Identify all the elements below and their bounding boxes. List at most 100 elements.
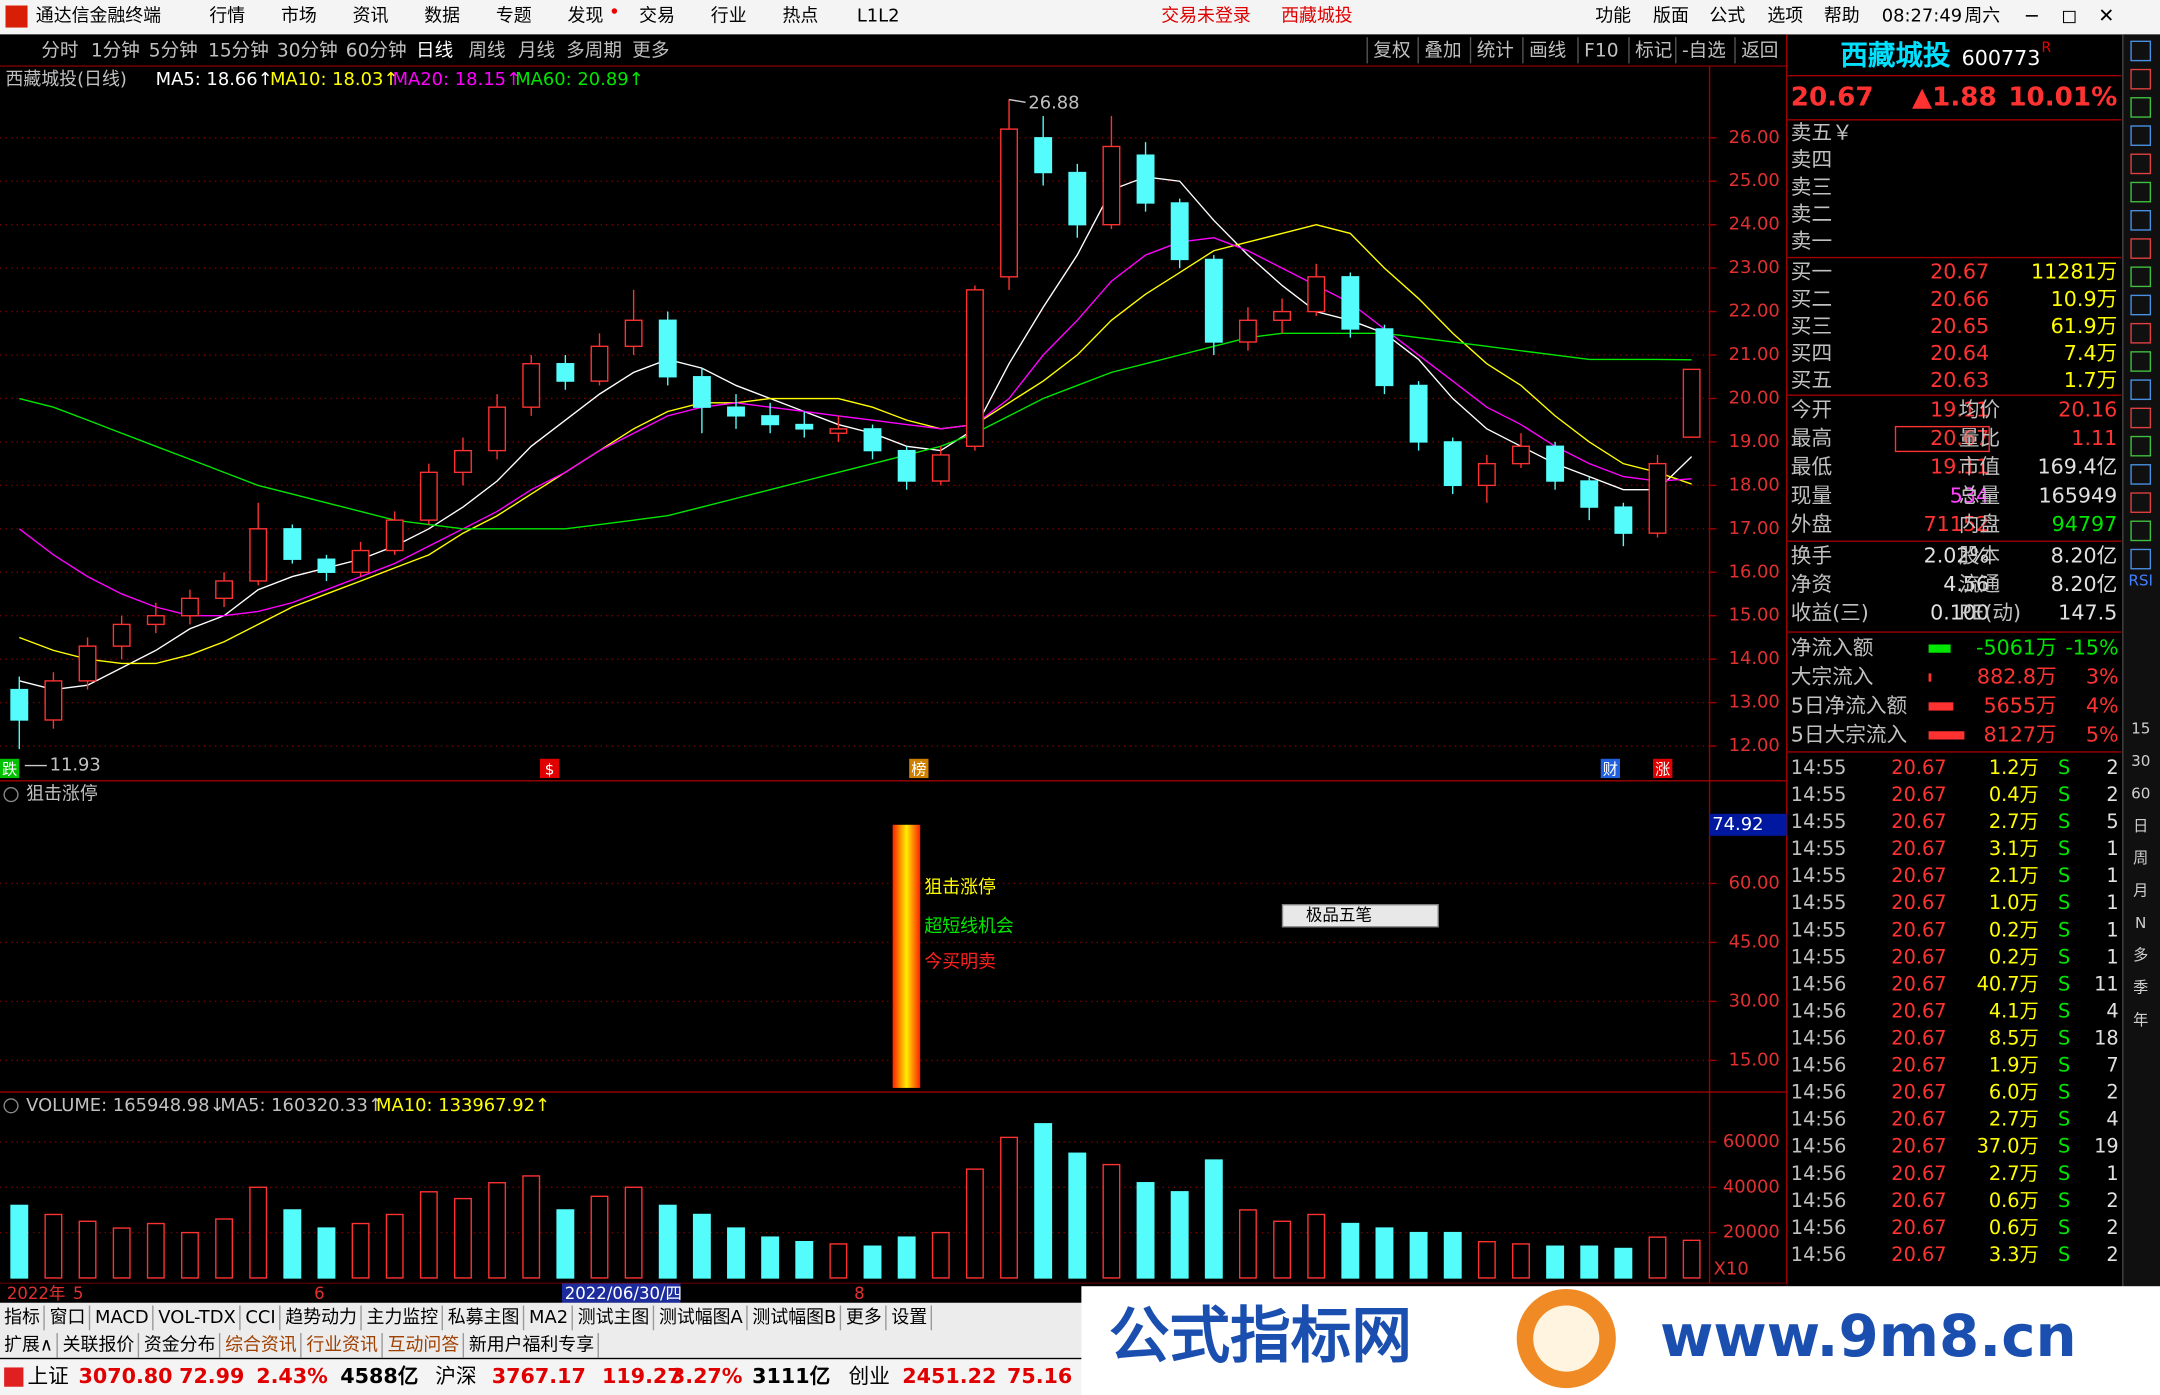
flow-label: 5日净流入额 [1791, 693, 1908, 717]
stock-flag: R [2042, 40, 2052, 56]
tool-button[interactable]: 复权 [1373, 40, 1410, 61]
menu-item[interactable]: 数据 [424, 6, 460, 27]
sidebar-item[interactable]: 日 [2133, 817, 2148, 835]
candle-body [1238, 319, 1257, 343]
y-tick-label: 30.00 [1729, 990, 1780, 1011]
y-tick-label: 19.00 [1729, 431, 1780, 452]
sidebar-icon [2130, 322, 2152, 344]
window-control[interactable]: ✕ [2098, 4, 2114, 27]
indicator-tab[interactable]: 私募主图 [448, 1307, 520, 1328]
sidebar-item[interactable]: 15 [2131, 720, 2150, 738]
tool-button[interactable]: F10 [1584, 40, 1618, 61]
period-tab[interactable]: 5分钟 [149, 40, 198, 61]
period-tab[interactable]: 多周期 [566, 40, 622, 61]
menu-item[interactable]: 资讯 [353, 6, 389, 27]
indicator-tab[interactable]: 趋势动力 [285, 1307, 357, 1328]
sidebar-icon [2130, 40, 2152, 62]
x-label: 2022年 [7, 1284, 66, 1303]
tool-button[interactable]: 画线 [1529, 40, 1566, 61]
sidebar-item[interactable]: 月 [2133, 881, 2148, 899]
period-tab[interactable]: 60分钟 [346, 40, 407, 61]
period-tab[interactable]: 周线 [468, 40, 505, 61]
price-pct: 10.01% [2008, 82, 2117, 112]
menu-item[interactable]: L1L2 [857, 6, 900, 27]
info-tab[interactable]: 新用户福利专享 [469, 1334, 594, 1355]
menu-item[interactable]: 行情 [209, 6, 245, 27]
indicator-tab[interactable]: MACD [95, 1307, 149, 1328]
sidebar-item[interactable]: N [2135, 914, 2146, 932]
period-tab[interactable]: 更多 [632, 40, 669, 61]
legend-entry: MA60: 20.89↑ [515, 69, 643, 90]
period-tab[interactable]: 15分钟 [208, 40, 269, 61]
period-tab[interactable]: 1分钟 [91, 40, 140, 61]
menu-item[interactable]: 市场 [281, 6, 317, 27]
event-marker: 跌 [2, 760, 17, 778]
tool-sep [1469, 37, 1472, 64]
info-tab[interactable]: 关联报价 [63, 1334, 135, 1355]
window-control[interactable]: − [2024, 4, 2040, 27]
y-tick-label: 20000 [1723, 1222, 1780, 1243]
menu-item[interactable]: 版面 [1653, 6, 1689, 27]
trade-time: 14:55 [1791, 783, 1847, 806]
indicator-tab[interactable]: 设置 [891, 1307, 927, 1328]
indicator-tab[interactable]: 测试主图 [578, 1307, 650, 1328]
sidebar-item[interactable]: 年 [2133, 1011, 2148, 1029]
x-label: 8 [854, 1284, 865, 1303]
candle-body [1375, 328, 1394, 387]
indicator-tab[interactable]: 更多 [846, 1307, 882, 1328]
indicator-tab[interactable]: 指标 [4, 1307, 40, 1328]
indicator-tab[interactable]: MA2 [529, 1307, 568, 1328]
candle-body [78, 645, 97, 682]
sidebar-item[interactable]: 季 [2133, 979, 2148, 997]
menu-item[interactable]: 帮助 [1824, 6, 1860, 27]
tool-button[interactable]: 叠加 [1424, 40, 1461, 61]
window-control[interactable]: ◻ [2061, 4, 2077, 27]
sidebar-item[interactable]: RSI [2128, 572, 2153, 590]
ask-level: 卖一 [1791, 229, 1832, 253]
sidebar-icon [2130, 407, 2152, 429]
indicator-tab[interactable]: VOL-TDX [158, 1307, 235, 1328]
tool-button[interactable]: 统计 [1477, 40, 1514, 61]
sidebar-item[interactable]: 30 [2131, 752, 2150, 770]
tool-button[interactable]: 标记 [1635, 40, 1672, 61]
stat-value: 20.16 [2058, 397, 2117, 421]
sidebar-item[interactable]: 周 [2133, 849, 2148, 867]
volume-bar [10, 1204, 29, 1279]
info-tab[interactable]: 资金分布 [144, 1334, 216, 1355]
indicator-tab[interactable]: 主力监控 [367, 1307, 439, 1328]
sidebar-item[interactable]: 多 [2133, 946, 2148, 964]
tool-button[interactable]: -自选 [1682, 40, 1726, 61]
menu-item[interactable]: 行业 [711, 6, 747, 27]
indicator-tab[interactable]: 测试幅图B [752, 1307, 836, 1328]
menu-item[interactable]: 选项 [1767, 6, 1803, 27]
menu-item[interactable]: 交易 [639, 6, 675, 27]
menu-item[interactable]: 专题 [496, 6, 532, 27]
info-tab[interactable]: 互动问答 [388, 1334, 460, 1355]
sidebar-item[interactable]: 60 [2131, 784, 2150, 802]
trade-side: S [2058, 945, 2070, 968]
menu-bar [0, 0, 2160, 35]
trade-price: 20.67 [1891, 1162, 1946, 1185]
trade-count: 1 [2106, 837, 2118, 860]
period-tab[interactable]: 日线 [416, 40, 453, 61]
menu-item[interactable]: 发现 [568, 6, 604, 27]
trade-count: 1 [2106, 918, 2118, 941]
watermark-title: 公式指标网 [1109, 1302, 1412, 1372]
info-tab[interactable]: 综合资讯 [225, 1334, 297, 1355]
x-label: 2022/06/30/四 [565, 1284, 682, 1303]
indicator-tab[interactable]: 测试幅图A [659, 1307, 744, 1328]
menu-item[interactable]: 功能 [1595, 6, 1631, 27]
menu-item[interactable]: 热点 [782, 6, 818, 27]
trade-side: S [2058, 891, 2070, 914]
volume-bar [112, 1227, 131, 1279]
period-tab[interactable]: 月线 [518, 40, 555, 61]
period-tab[interactable]: 分时 [41, 40, 78, 61]
candle-body [1307, 276, 1326, 313]
info-tab[interactable]: 行业资讯 [306, 1334, 378, 1355]
tool-button[interactable]: 返回 [1741, 40, 1778, 61]
menu-item[interactable]: 公式 [1710, 6, 1746, 27]
indicator-tab[interactable]: 窗口 [50, 1307, 86, 1328]
indicator-tab[interactable]: CCI [245, 1307, 275, 1328]
info-tab[interactable]: 扩展∧ [4, 1334, 53, 1355]
period-tab[interactable]: 30分钟 [277, 40, 338, 61]
